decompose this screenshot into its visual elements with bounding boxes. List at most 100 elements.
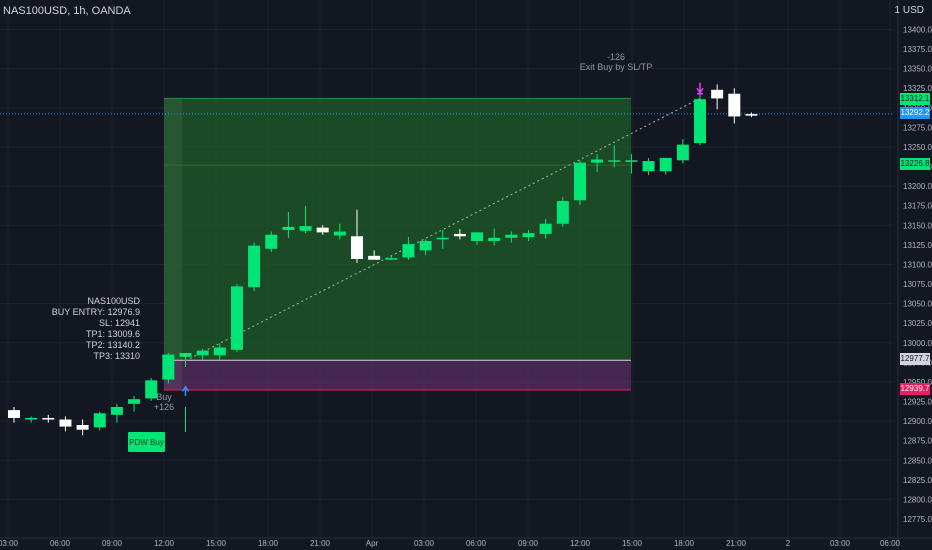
price-tick-label: 13400.0	[903, 26, 932, 35]
exit-signal-text: Exit Buy by SL/TP	[579, 62, 653, 72]
candle-body[interactable]	[608, 160, 621, 162]
candle-body[interactable]	[248, 245, 261, 288]
position-info-panel: NAS100USD BUY ENTRY: 12976.9 SL: 12941 T…	[30, 296, 140, 362]
buy-arrow-icon	[181, 385, 190, 397]
candle-body[interactable]	[471, 232, 484, 241]
buy-signal-label: Buy +126	[124, 392, 204, 412]
price-tick-label: 12825.0	[903, 476, 932, 485]
time-tick-label: 06:00	[466, 539, 487, 548]
time-tick-label: 18:00	[258, 539, 279, 548]
time-tick-label: 21:00	[310, 539, 331, 548]
candle-body[interactable]	[42, 417, 55, 420]
candle-body[interactable]	[419, 240, 432, 251]
candle-body[interactable]	[591, 159, 604, 163]
candle-body[interactable]	[162, 354, 175, 380]
candle-body[interactable]	[316, 227, 329, 233]
time-tick-label: 12:00	[154, 539, 175, 548]
time-tick-label: 18:00	[674, 539, 695, 548]
candle-body[interactable]	[711, 89, 724, 99]
pdw-buy-badge[interactable]: PDW Buy	[128, 432, 165, 452]
price-tick-label: 12775.0	[903, 515, 932, 524]
candle-body[interactable]	[659, 157, 672, 172]
zone-shade	[164, 98, 182, 391]
candle-body[interactable]	[453, 233, 466, 237]
tp-mid-price-tag: 13226.8	[900, 158, 930, 170]
candle-body[interactable]	[299, 226, 312, 231]
candle-body[interactable]	[282, 226, 295, 230]
entry-price-tag: 12977.7	[900, 353, 930, 365]
candle-body[interactable]	[625, 160, 638, 162]
info-tp1: TP1: 13009.6	[85, 329, 140, 339]
info-tp2: TP2: 13140.2	[85, 340, 140, 350]
candle-body[interactable]	[230, 286, 243, 350]
candle-body[interactable]	[694, 99, 706, 144]
price-tick-label: 13275.0	[903, 123, 932, 132]
candle-body[interactable]	[402, 244, 415, 258]
info-sl: SL: 12941	[98, 318, 140, 328]
price-tick-label: 13050.0	[903, 300, 932, 309]
candle-body[interactable]	[351, 236, 363, 259]
price-tick-label: 13200.0	[903, 182, 932, 191]
trade-path-line	[185, 97, 701, 362]
price-tick-label: 12900.0	[903, 417, 932, 426]
candle-body[interactable]	[179, 352, 192, 357]
candle-body[interactable]	[110, 407, 123, 415]
info-symbol: NAS100USD	[87, 296, 140, 306]
candle-body[interactable]	[145, 380, 158, 399]
candle-body[interactable]	[522, 233, 535, 238]
candle-body[interactable]	[93, 413, 106, 428]
info-entry: BUY ENTRY: 12976.9	[51, 307, 140, 317]
candle-body[interactable]	[25, 417, 38, 420]
candle-body[interactable]	[265, 234, 278, 249]
candle-body[interactable]	[436, 237, 449, 240]
price-tick-label: 12925.0	[903, 398, 932, 407]
candle-body[interactable]	[539, 223, 552, 234]
time-tick-label: 15:00	[206, 539, 227, 548]
time-tick-label: 09:00	[102, 539, 123, 548]
candle-body[interactable]	[196, 350, 209, 356]
time-tick-label: 06:00	[880, 539, 901, 548]
candle-body[interactable]	[556, 201, 569, 224]
candle-body[interactable]	[213, 347, 226, 356]
candle-body[interactable]	[676, 144, 689, 161]
time-tick-label: 21:00	[726, 539, 747, 548]
time-tick-label: 03:00	[414, 539, 435, 548]
candle-body[interactable]	[385, 258, 398, 260]
buy-signal-text: Buy	[156, 392, 172, 402]
candle-body[interactable]	[505, 234, 518, 238]
candle-body[interactable]	[488, 237, 501, 241]
candle-body[interactable]	[642, 161, 655, 172]
price-tick-label: 13325.0	[903, 84, 932, 93]
exit-arrow-icon	[696, 82, 704, 95]
stop-price-tag: 12939.7	[900, 383, 930, 395]
price-tick-label: 12850.0	[903, 456, 932, 465]
time-tick-label: 12:00	[570, 539, 591, 548]
time-tick-label: 09:00	[518, 539, 539, 548]
tp-top-price-tag: 13312.1	[900, 93, 930, 105]
candle-body[interactable]	[745, 114, 758, 116]
price-tick-label: 13000.0	[903, 339, 932, 348]
candle-body[interactable]	[59, 419, 72, 427]
candle-body[interactable]	[128, 399, 141, 404]
candle-body[interactable]	[76, 425, 89, 430]
price-tick-label: 13125.0	[903, 241, 932, 250]
time-tick-label: 03:00	[0, 539, 19, 548]
price-tick-label: 13025.0	[903, 319, 932, 328]
loss-zone	[164, 360, 631, 391]
info-tp3: TP3: 13310	[93, 351, 140, 361]
candle-body[interactable]	[573, 162, 586, 201]
buy-signal-qty: +126	[153, 402, 175, 412]
price-tick-label: 12950.0	[903, 378, 932, 387]
candle-body[interactable]	[728, 93, 741, 117]
candle-body[interactable]	[368, 255, 381, 260]
candle-body[interactable]	[333, 231, 346, 236]
time-tick-label: 03:00	[830, 539, 851, 548]
price-axis-unit[interactable]: 1 USD	[894, 5, 924, 16]
time-tick-label: 15:00	[622, 539, 643, 548]
candle-body[interactable]	[8, 410, 20, 418]
chart-title: NAS100USD, 1h, OANDA	[3, 5, 131, 17]
price-tick-label: 13075.0	[903, 280, 932, 289]
price-tick-label: 12875.0	[903, 437, 932, 446]
time-tick-label: 06:00	[50, 539, 71, 548]
